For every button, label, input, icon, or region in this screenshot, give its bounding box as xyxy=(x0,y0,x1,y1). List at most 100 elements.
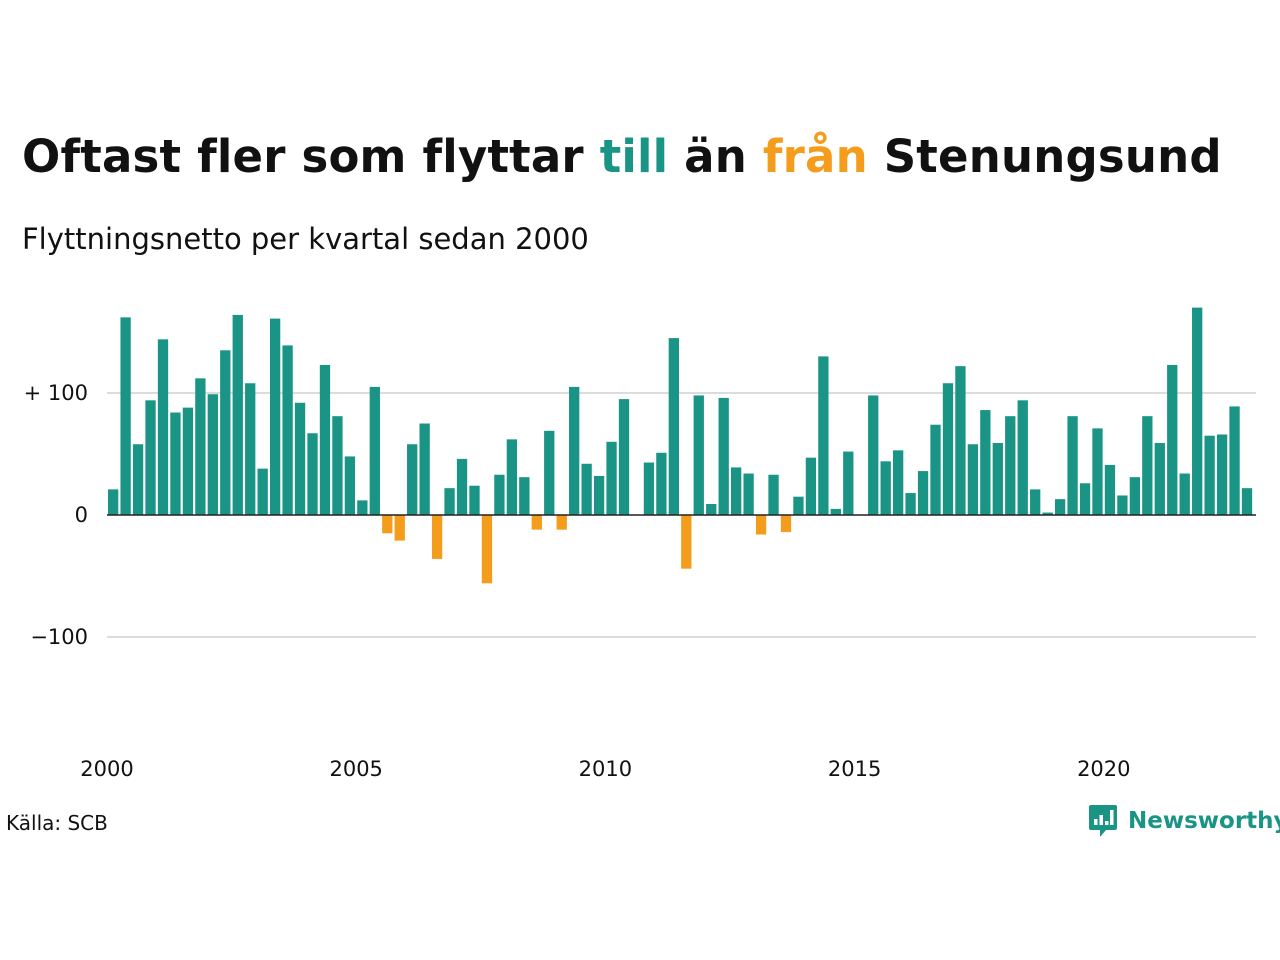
x-tick-label: 2015 xyxy=(828,757,881,781)
title-part-2: än xyxy=(668,130,763,183)
grid-lines xyxy=(107,392,1256,638)
bar xyxy=(780,515,792,533)
bar xyxy=(519,477,530,515)
bar xyxy=(681,515,692,569)
bar xyxy=(1017,400,1028,515)
bar xyxy=(843,451,854,515)
bar xyxy=(108,489,119,515)
bar xyxy=(357,500,368,515)
bar xyxy=(369,386,380,515)
chart-title: Oftast fler som flyttar till än från Ste… xyxy=(22,130,1222,183)
bar xyxy=(1117,495,1128,515)
bar xyxy=(1067,416,1078,515)
bar xyxy=(282,345,293,515)
bar xyxy=(955,366,966,515)
bar xyxy=(656,452,667,515)
bar xyxy=(1154,443,1165,515)
bar xyxy=(132,444,144,515)
chart-subtitle: Flyttningsnetto per kvartal sedan 2000 xyxy=(22,222,589,256)
bar xyxy=(755,515,767,535)
bar xyxy=(1005,416,1016,515)
bar xyxy=(307,433,318,515)
bar xyxy=(319,364,331,515)
bar xyxy=(1079,483,1091,515)
bar xyxy=(182,407,194,515)
bar xyxy=(419,423,430,515)
bar xyxy=(905,493,916,515)
title-highlight-fran: från xyxy=(762,130,868,183)
bar xyxy=(394,515,405,541)
bar-chart: + 100 0 −100 2000 2005 2010 2015 2020 xyxy=(24,307,1256,781)
bar xyxy=(245,383,256,515)
brand-name: Newsworthy xyxy=(1128,808,1280,834)
bar xyxy=(456,458,468,515)
bar xyxy=(967,444,979,515)
brand-logo: Newsworthy xyxy=(1088,803,1280,839)
bar xyxy=(1104,464,1116,515)
bar xyxy=(706,504,717,515)
bar xyxy=(170,412,181,515)
x-tick-label: 2000 xyxy=(80,757,133,781)
bar xyxy=(444,488,455,515)
bar xyxy=(257,468,268,515)
bar xyxy=(544,430,555,515)
bar xyxy=(1129,477,1141,515)
bar xyxy=(120,317,131,515)
newsworthy-logo-icon xyxy=(1089,805,1117,837)
bar xyxy=(145,400,156,515)
bar xyxy=(880,461,891,515)
bar xyxy=(793,496,804,515)
bar xyxy=(382,515,393,534)
bar xyxy=(1054,499,1066,515)
title-highlight-till: till xyxy=(599,130,669,183)
bar xyxy=(1229,406,1240,515)
bar xyxy=(718,397,729,515)
bar xyxy=(556,515,567,530)
bar xyxy=(830,508,841,515)
bar xyxy=(195,378,206,515)
bar xyxy=(743,473,754,515)
bar xyxy=(942,383,954,515)
bar xyxy=(1216,434,1228,515)
bar xyxy=(581,463,592,515)
bars xyxy=(108,307,1253,584)
bar xyxy=(232,314,243,515)
bar xyxy=(531,515,542,530)
bar xyxy=(157,339,169,515)
bar xyxy=(992,443,1003,515)
bar xyxy=(930,424,941,515)
bar xyxy=(220,350,231,515)
bar xyxy=(344,456,356,515)
x-tick-label: 2005 xyxy=(329,757,382,781)
bar xyxy=(1042,512,1053,515)
bar xyxy=(481,515,493,584)
bar xyxy=(207,394,218,515)
bar xyxy=(506,439,518,515)
bar xyxy=(980,410,991,515)
x-tick-label: 2020 xyxy=(1077,757,1130,781)
title-part-3: Stenungsund xyxy=(867,130,1222,183)
title-part-1: Oftast fler som flyttar xyxy=(22,130,600,183)
bar xyxy=(1092,428,1103,515)
bar xyxy=(818,356,829,515)
bar xyxy=(1167,364,1178,515)
bar xyxy=(1241,488,1253,515)
bar xyxy=(643,462,655,515)
source-label: Källa: SCB xyxy=(6,811,108,835)
bar xyxy=(1179,473,1190,515)
bar xyxy=(569,386,580,515)
bar xyxy=(606,441,617,515)
bar xyxy=(1030,489,1041,515)
bar xyxy=(618,399,630,515)
bar xyxy=(407,444,418,515)
bar xyxy=(269,318,281,515)
bar xyxy=(332,416,343,515)
bar xyxy=(805,457,817,515)
bar xyxy=(693,395,704,515)
bar xyxy=(917,471,929,515)
y-tick-label: 0 xyxy=(75,503,88,527)
bar xyxy=(294,402,306,515)
bar xyxy=(668,338,679,515)
bar xyxy=(768,474,779,515)
bar xyxy=(731,467,742,515)
